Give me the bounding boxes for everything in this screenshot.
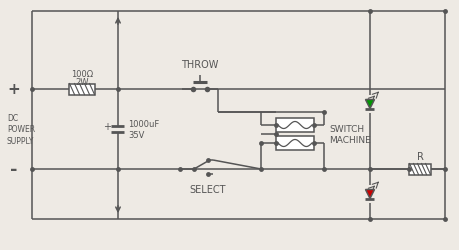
Polygon shape [365, 190, 374, 199]
Bar [69, 84, 95, 95]
Text: 100Ω: 100Ω [71, 70, 93, 79]
Text: -: - [10, 160, 18, 178]
Text: 1000uF
35V: 1000uF 35V [128, 120, 159, 140]
Text: R: R [416, 152, 423, 161]
Bar [275, 118, 313, 132]
Text: SELECT: SELECT [190, 184, 226, 194]
Text: +: + [103, 122, 111, 132]
Text: DC
POWER
SUPPLY: DC POWER SUPPLY [7, 113, 35, 146]
Text: SWITCH
MACHINE: SWITCH MACHINE [328, 124, 370, 144]
Text: 2W: 2W [75, 78, 89, 87]
Bar [275, 136, 313, 150]
Polygon shape [365, 100, 374, 109]
Bar [408, 164, 430, 175]
Text: +: + [8, 82, 20, 97]
Text: THROW: THROW [181, 60, 218, 70]
